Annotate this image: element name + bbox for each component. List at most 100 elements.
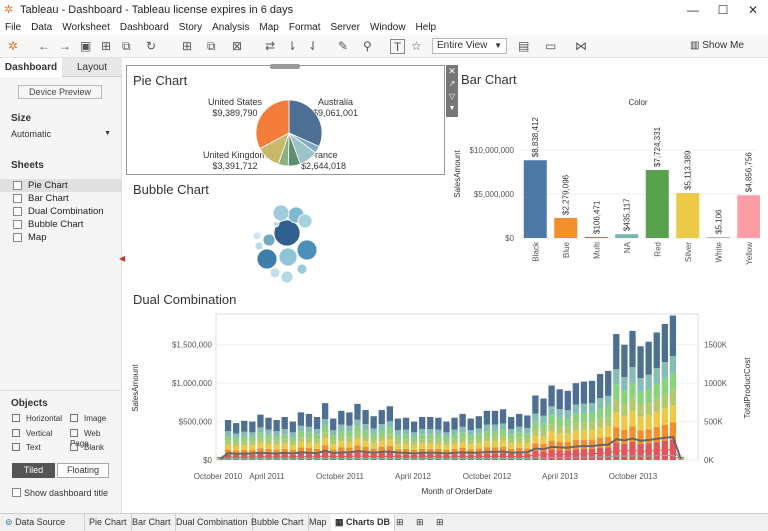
stack-segment[interactable] — [596, 408, 604, 419]
stack-segment[interactable] — [297, 425, 305, 432]
stack-segment[interactable] — [572, 383, 580, 405]
stack-segment[interactable] — [629, 382, 636, 399]
stack-segment[interactable] — [540, 430, 547, 437]
stack-segment[interactable] — [338, 447, 345, 454]
stack-segment[interactable] — [637, 405, 644, 417]
stack-segment[interactable] — [564, 390, 571, 411]
stack-segment[interactable] — [346, 447, 353, 454]
stack-segment[interactable] — [645, 388, 652, 404]
stack-segment[interactable] — [524, 443, 531, 449]
stack-segment[interactable] — [386, 427, 393, 435]
collapse-pane-icon[interactable]: ◀ — [119, 254, 126, 263]
stack-segment[interactable] — [289, 436, 296, 442]
stack-segment[interactable] — [402, 417, 410, 430]
stack-segment[interactable] — [362, 430, 369, 437]
stack-segment[interactable] — [265, 429, 272, 435]
stack-segment[interactable] — [475, 428, 482, 434]
stack-segment[interactable] — [419, 448, 426, 454]
stack-segment[interactable] — [313, 439, 321, 444]
stack-segment[interactable] — [394, 435, 402, 441]
stack-segment[interactable] — [621, 416, 628, 431]
stack-segment[interactable] — [273, 444, 280, 450]
stack-segment[interactable] — [588, 422, 596, 430]
stack-segment[interactable] — [645, 403, 652, 416]
stack-segment[interactable] — [362, 447, 369, 454]
stack-segment[interactable] — [402, 439, 410, 444]
tab-bar-chart[interactable]: Bar Chart — [128, 514, 176, 531]
stack-segment[interactable] — [508, 434, 515, 440]
stack-segment[interactable] — [524, 438, 531, 444]
stack-segment[interactable] — [645, 443, 652, 460]
stack-segment[interactable] — [467, 418, 474, 431]
stack-segment[interactable] — [499, 423, 507, 430]
stack-segment[interactable] — [637, 444, 644, 460]
stack-segment[interactable] — [419, 429, 426, 435]
stack-segment[interactable] — [289, 421, 296, 433]
stack-segment[interactable] — [605, 370, 612, 396]
stack-segment[interactable] — [321, 438, 329, 446]
stack-segment[interactable] — [661, 378, 668, 395]
stack-segment[interactable] — [580, 381, 588, 404]
stack-segment[interactable] — [241, 436, 248, 442]
object-web-page[interactable]: Web Page — [70, 429, 121, 449]
stack-segment[interactable] — [338, 441, 345, 448]
go-to-sheet-icon[interactable]: ↗ — [448, 79, 456, 88]
stack-segment[interactable] — [378, 430, 385, 437]
stack-segment[interactable] — [435, 429, 442, 435]
sheet-item-dual-combination[interactable]: Dual Combination — [0, 205, 121, 218]
stack-segment[interactable] — [419, 443, 426, 449]
stack-segment[interactable] — [596, 418, 604, 428]
stack-segment[interactable] — [370, 428, 377, 434]
stack-segment[interactable] — [435, 434, 442, 440]
object-image[interactable]: Image — [70, 414, 106, 424]
stack-segment[interactable] — [491, 441, 499, 448]
stack-segment[interactable] — [216, 456, 224, 458]
stack-segment[interactable] — [613, 427, 620, 443]
bubble-5[interactable] — [272, 204, 290, 222]
stack-segment[interactable] — [297, 437, 305, 442]
stack-segment[interactable] — [629, 410, 636, 427]
stack-segment[interactable] — [313, 429, 321, 435]
stack-segment[interactable] — [305, 437, 313, 443]
stack-segment[interactable] — [241, 445, 248, 450]
swap-icon[interactable]: ⇄ — [265, 39, 276, 53]
stack-segment[interactable] — [629, 441, 636, 460]
stack-segment[interactable] — [540, 415, 547, 424]
stack-segment[interactable] — [637, 430, 644, 445]
stack-segment[interactable] — [427, 443, 434, 449]
stack-segment[interactable] — [305, 448, 313, 454]
stack-segment[interactable] — [281, 448, 288, 454]
stack-segment[interactable] — [354, 419, 361, 427]
stack-segment[interactable] — [548, 431, 555, 441]
stack-segment[interactable] — [491, 430, 499, 437]
stack-segment[interactable] — [394, 430, 402, 436]
stack-segment[interactable] — [370, 433, 377, 439]
dual-combination-chart[interactable]: $1,500,000 1500K $1,000,000 1000K $500,000 50… — [126, 310, 762, 510]
stack-segment[interactable] — [386, 406, 393, 422]
stack-segment[interactable] — [516, 432, 523, 438]
floating-toggle[interactable]: Floating — [57, 463, 109, 478]
stack-segment[interactable] — [321, 425, 329, 433]
stack-segment[interactable] — [572, 413, 580, 424]
fix-axes-icon[interactable]: ☆ — [411, 39, 422, 53]
stack-segment[interactable] — [330, 435, 337, 441]
stack-segment[interactable] — [580, 439, 588, 450]
stack-segment[interactable] — [613, 384, 620, 400]
stack-segment[interactable] — [548, 424, 555, 432]
stack-segment[interactable] — [556, 409, 563, 418]
stack-segment[interactable] — [459, 437, 466, 443]
new-dashboard-tab-icon[interactable]: ⊞ — [416, 517, 424, 527]
stack-segment[interactable] — [637, 346, 644, 379]
stack-segment[interactable] — [224, 420, 232, 432]
stack-segment[interactable] — [281, 429, 288, 435]
stack-segment[interactable] — [580, 449, 588, 460]
stack-segment[interactable] — [330, 440, 337, 445]
show-title-checkbox[interactable]: Show dashboard title — [12, 488, 122, 500]
stack-segment[interactable] — [613, 333, 620, 370]
stack-segment[interactable] — [532, 421, 539, 430]
stack-segment[interactable] — [435, 439, 442, 444]
stack-segment[interactable] — [508, 429, 515, 435]
stack-segment[interactable] — [257, 432, 264, 439]
stack-segment[interactable] — [459, 426, 466, 433]
total-cost-line[interactable] — [219, 435, 682, 461]
